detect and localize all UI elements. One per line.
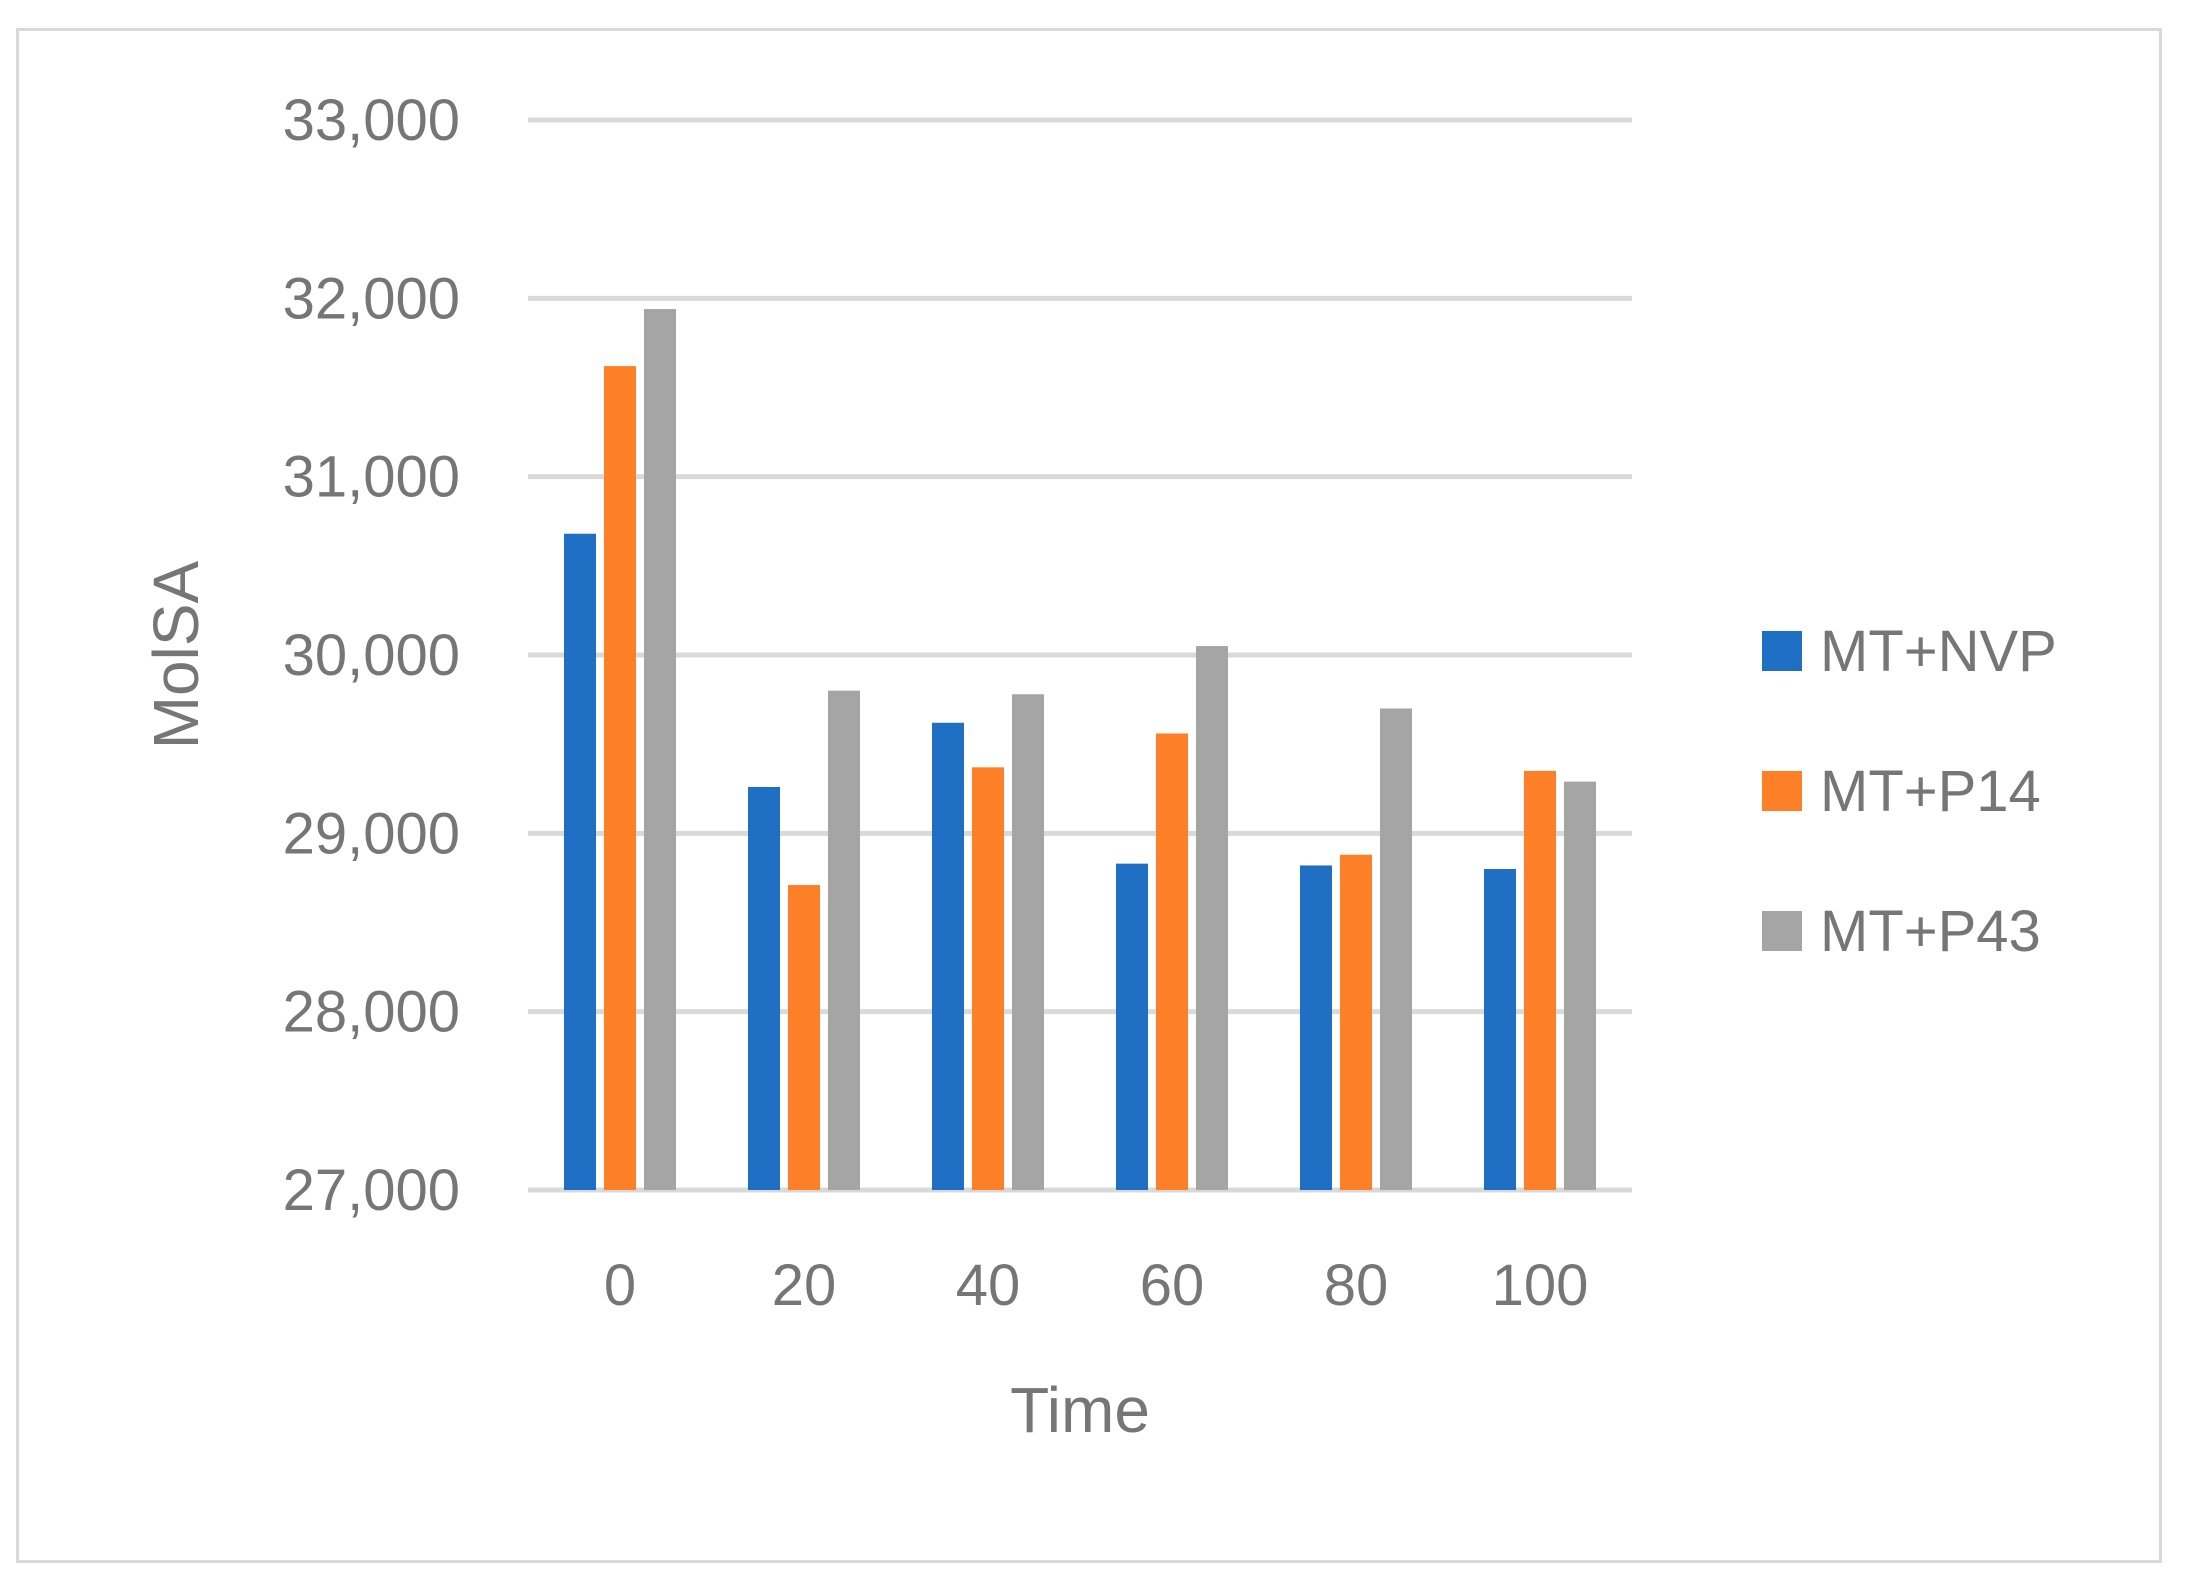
bar-mt-p43-60 (1196, 646, 1228, 1190)
y-tick-label: 29,000 (283, 801, 460, 866)
y-tick-label: 28,000 (283, 980, 460, 1045)
bar-mt-p14-100 (1524, 770, 1556, 1190)
legend: MT+NVP MT+P14 MT+P43 (1762, 619, 2057, 964)
bar-mt-nvp-80 (1300, 865, 1332, 1190)
y-tick-label: 27,000 (283, 1158, 460, 1223)
bar-mt-p43-80 (1380, 708, 1412, 1190)
bar-mt-p14-80 (1340, 854, 1372, 1190)
bar-mt-p43-20 (828, 690, 860, 1190)
legend-swatch (1762, 631, 1802, 671)
x-tick-label: 60 (1140, 1253, 1205, 1318)
gridlines (528, 117, 1632, 1193)
y-axis-ticks: 27,000 28,000 29,000 30,000 31,000 32,000 33,0… (283, 88, 460, 1223)
bar-mt-p14-0 (604, 366, 636, 1191)
x-tick-label: 40 (956, 1253, 1021, 1318)
legend-label: MT+NVP (1820, 619, 2057, 684)
chart-frame (16, 28, 2162, 1563)
legend-swatch (1762, 911, 1802, 951)
x-axis-ticks: 0 20 40 60 80 100 (604, 1253, 1589, 1318)
y-tick-label: 33,000 (283, 88, 460, 153)
bar-mt-p43-0 (644, 309, 676, 1190)
x-tick-label: 0 (604, 1253, 636, 1318)
y-axis-title: MolSA (140, 560, 212, 749)
bar-mt-nvp-40 (932, 722, 964, 1190)
legend-swatch (1762, 771, 1802, 811)
bar-mt-p43-40 (1012, 694, 1044, 1190)
legend-label: MT+P43 (1820, 899, 2041, 964)
bar-mt-p14-60 (1156, 733, 1188, 1190)
bar-mt-nvp-20 (748, 786, 780, 1190)
x-tick-label: 80 (1324, 1253, 1389, 1318)
x-axis-title: Time (1010, 1374, 1150, 1446)
bar-mt-nvp-60 (1116, 863, 1148, 1190)
bar-mt-nvp-0 (564, 533, 596, 1190)
bar-mt-nvp-100 (1484, 869, 1516, 1190)
y-tick-label: 31,000 (283, 445, 460, 510)
bar-mt-p14-40 (972, 767, 1004, 1190)
legend-label: MT+P14 (1820, 759, 2041, 824)
y-tick-label: 30,000 (283, 623, 460, 688)
bar-mt-p43-100 (1564, 781, 1596, 1190)
y-tick-label: 32,000 (283, 266, 460, 331)
x-tick-label: 100 (1492, 1253, 1589, 1318)
x-tick-label: 20 (772, 1253, 837, 1318)
bars (564, 309, 1596, 1191)
bar-mt-p14-20 (788, 885, 820, 1190)
